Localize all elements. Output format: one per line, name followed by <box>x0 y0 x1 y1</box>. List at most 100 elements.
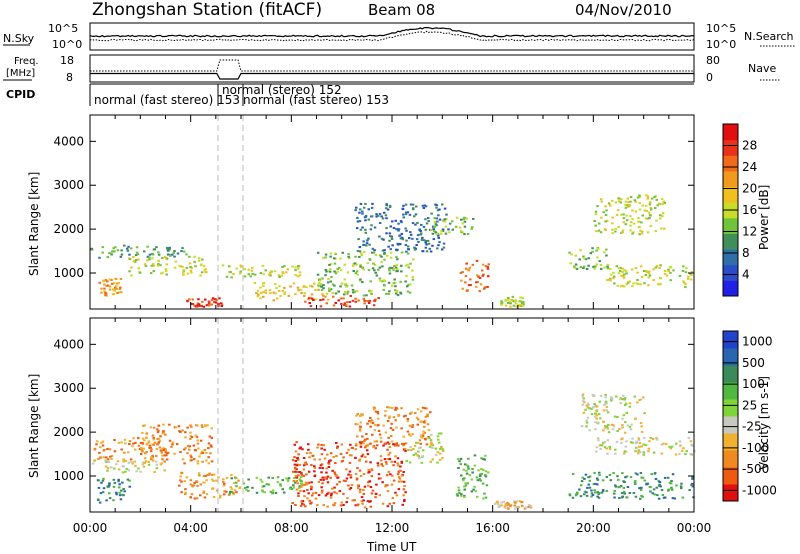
power-cell <box>339 269 343 272</box>
velocity-cell <box>477 469 480 472</box>
velocity-cell <box>152 426 156 429</box>
power-cell <box>667 270 670 273</box>
power-heatmap-cells <box>90 194 694 308</box>
velocity-cell <box>139 470 142 473</box>
velocity-cell <box>161 454 164 457</box>
velocity-cell <box>660 489 664 492</box>
power-cell <box>182 273 185 276</box>
colorbar-swatch <box>723 170 738 188</box>
velocity-cell <box>637 450 641 453</box>
velocity-cell <box>656 494 659 497</box>
power-cell <box>146 255 150 258</box>
power-cell <box>259 272 263 274</box>
velocity-cell <box>624 402 628 405</box>
velocity-cell <box>579 484 583 487</box>
velocity-cell <box>293 477 296 479</box>
power-cell <box>176 252 180 255</box>
power-cell <box>360 252 363 255</box>
velocity-cell <box>466 464 469 467</box>
velocity-cell <box>296 458 300 461</box>
power-cell <box>368 243 371 246</box>
power-cell <box>100 287 103 290</box>
power-cell <box>168 246 171 249</box>
power-cell <box>389 251 393 254</box>
velocity-cell <box>594 428 597 431</box>
power-cell <box>210 303 213 306</box>
power-cell <box>460 218 463 221</box>
velocity-cell <box>104 465 108 468</box>
power-cell <box>305 286 308 289</box>
power-cell <box>273 270 277 273</box>
power-cell <box>638 194 641 197</box>
velocity-cell <box>381 481 384 484</box>
power-cell <box>311 285 314 288</box>
velocity-cell <box>652 451 656 454</box>
power-cell <box>319 305 323 308</box>
power-cell <box>629 200 632 203</box>
velocity-cell <box>356 467 359 470</box>
power-structure <box>304 295 380 308</box>
power-cell <box>636 282 640 285</box>
power-cell <box>103 290 106 293</box>
velocity-cell <box>97 479 100 482</box>
power-cell <box>515 302 518 305</box>
power-cell <box>385 217 388 220</box>
power-cell <box>385 227 388 230</box>
velocity-cell <box>374 496 377 499</box>
power-cell <box>251 267 254 269</box>
power-cell <box>665 274 669 277</box>
power-cell <box>432 228 435 231</box>
power-cell <box>621 284 624 287</box>
power-cell <box>113 288 116 291</box>
power-cell <box>199 264 203 267</box>
velocity-cell <box>646 482 650 485</box>
velocity-cell <box>412 454 416 456</box>
velocity-cell <box>216 489 219 492</box>
power-cell <box>146 259 149 262</box>
power-cell <box>404 244 408 246</box>
power-cell <box>307 298 310 301</box>
power-cell <box>388 239 391 242</box>
power-cell <box>436 247 439 250</box>
power-cell <box>355 227 359 230</box>
power-cell <box>334 252 337 255</box>
velocity-cell <box>441 457 444 460</box>
power-cell <box>333 270 336 273</box>
velocity-cell <box>613 492 616 495</box>
velocity-cell <box>308 499 311 502</box>
power-cell <box>156 264 160 267</box>
velocity-cell <box>310 488 313 491</box>
velocity-cell <box>395 442 398 445</box>
velocity-cell <box>355 414 358 417</box>
velocity-cell <box>124 470 127 473</box>
power-cell <box>388 206 392 208</box>
velocity-cell <box>587 483 590 486</box>
velocity-cell <box>603 440 607 443</box>
velocity-cell <box>162 432 166 435</box>
power-cell <box>247 273 250 276</box>
velocity-cell <box>602 429 605 432</box>
colorbar-swatch <box>723 233 738 250</box>
velocity-cell <box>235 477 238 480</box>
velocity-cell <box>281 488 284 491</box>
power-cell <box>118 288 122 291</box>
velocity-cell <box>122 494 125 497</box>
velocity-cell <box>612 425 616 428</box>
velocity-cell <box>634 417 637 420</box>
power-cell <box>240 265 243 268</box>
power-cell <box>324 256 327 259</box>
power-cell <box>617 226 620 228</box>
power-cell <box>164 256 167 259</box>
velocity-cell <box>200 450 204 453</box>
power-cell <box>604 220 607 223</box>
velocity-cell <box>369 461 372 464</box>
noise-left-tick-low: 10^0 <box>52 38 82 51</box>
velocity-cell <box>196 462 200 465</box>
power-cell <box>616 284 620 287</box>
power-cell <box>522 300 525 303</box>
power-cell <box>460 279 463 282</box>
power-cell <box>130 274 133 277</box>
velocity-cell <box>622 414 626 417</box>
velocity-cell <box>386 458 390 461</box>
nave-tick-high: 80 <box>706 54 720 67</box>
